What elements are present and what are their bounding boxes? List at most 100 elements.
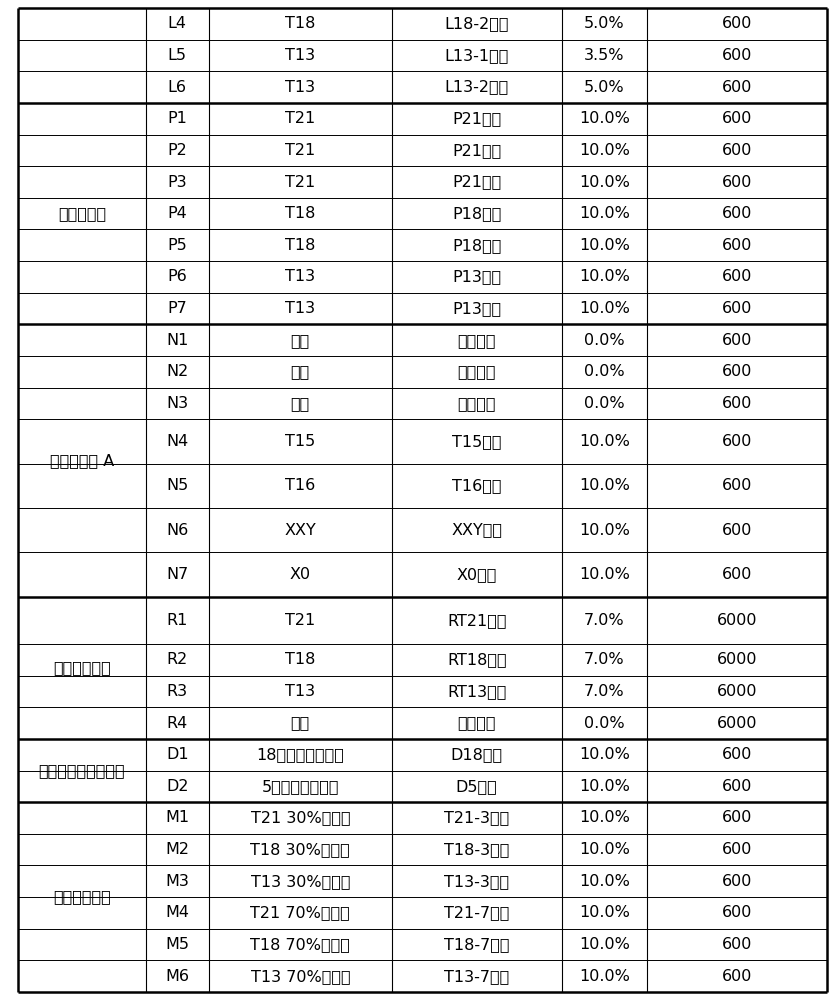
Text: 10.0%: 10.0% [579, 206, 630, 221]
Text: D2: D2 [166, 779, 189, 794]
Text: R3: R3 [167, 684, 188, 699]
Text: 10.0%: 10.0% [579, 810, 630, 825]
Text: 10.0%: 10.0% [579, 143, 630, 158]
Text: M2: M2 [165, 842, 190, 857]
Text: P21溶液: P21溶液 [452, 175, 502, 190]
Text: 600: 600 [722, 80, 753, 95]
Text: 6000: 6000 [717, 613, 758, 628]
Text: L5: L5 [168, 48, 187, 63]
Text: R2: R2 [167, 652, 188, 667]
Text: 正常溶液: 正常溶液 [457, 396, 496, 411]
Text: P6: P6 [168, 269, 187, 284]
Text: 正常溶液: 正常溶液 [457, 716, 496, 731]
Text: 正常溶液: 正常溶液 [457, 333, 496, 348]
Text: T18-7溶液: T18-7溶液 [444, 937, 509, 952]
Text: R1: R1 [167, 613, 188, 628]
Text: 600: 600 [722, 779, 753, 794]
Text: T21 70%嵌合体: T21 70%嵌合体 [251, 905, 350, 920]
Text: T13-7溶液: T13-7溶液 [444, 969, 509, 984]
Text: 正常: 正常 [291, 364, 310, 379]
Text: 10.0%: 10.0% [579, 238, 630, 253]
Text: 600: 600 [722, 364, 753, 379]
Text: 600: 600 [722, 747, 753, 762]
Text: R4: R4 [167, 716, 188, 731]
Text: D5溶液: D5溶液 [456, 779, 498, 794]
Text: T16溶液: T16溶液 [452, 478, 502, 493]
Text: 600: 600 [722, 842, 753, 857]
Text: L6: L6 [168, 80, 187, 95]
Text: T21: T21 [285, 111, 315, 126]
Text: T18: T18 [285, 652, 315, 667]
Text: 6000: 6000 [717, 684, 758, 699]
Text: P1: P1 [168, 111, 187, 126]
Text: L18-2溶液: L18-2溶液 [445, 16, 509, 31]
Text: 6000: 6000 [717, 716, 758, 731]
Text: 10.0%: 10.0% [579, 969, 630, 984]
Text: 600: 600 [722, 143, 753, 158]
Text: N5: N5 [166, 478, 189, 493]
Text: 10.0%: 10.0% [579, 905, 630, 920]
Text: T13 30%嵌合体: T13 30%嵌合体 [251, 874, 350, 889]
Text: T18 70%嵌合体: T18 70%嵌合体 [250, 937, 350, 952]
Text: 600: 600 [722, 523, 753, 538]
Text: 10.0%: 10.0% [579, 567, 630, 582]
Text: 600: 600 [722, 269, 753, 284]
Text: M3: M3 [165, 874, 190, 889]
Text: L13-2溶液: L13-2溶液 [445, 80, 508, 95]
Text: 10.0%: 10.0% [579, 523, 630, 538]
Text: 600: 600 [722, 333, 753, 348]
Text: 600: 600 [722, 434, 753, 449]
Text: 重复性参考品: 重复性参考品 [53, 660, 111, 675]
Text: T21: T21 [285, 613, 315, 628]
Text: 600: 600 [722, 48, 753, 63]
Text: 正常: 正常 [291, 716, 310, 731]
Text: T15: T15 [285, 434, 315, 449]
Text: T13 70%嵌合体: T13 70%嵌合体 [251, 969, 350, 984]
Text: T15溶液: T15溶液 [452, 434, 502, 449]
Text: 5.0%: 5.0% [584, 80, 625, 95]
Text: RT21溶液: RT21溶液 [447, 613, 507, 628]
Text: T16: T16 [285, 478, 315, 493]
Text: P2: P2 [168, 143, 187, 158]
Text: N1: N1 [166, 333, 189, 348]
Text: T18: T18 [285, 16, 315, 31]
Text: T13: T13 [285, 80, 315, 95]
Text: 0.0%: 0.0% [584, 716, 625, 731]
Text: X0: X0 [289, 567, 311, 582]
Text: 600: 600 [722, 206, 753, 221]
Text: 10.0%: 10.0% [579, 937, 630, 952]
Text: M6: M6 [165, 969, 190, 984]
Text: N7: N7 [166, 567, 189, 582]
Text: 600: 600 [722, 567, 753, 582]
Text: M1: M1 [165, 810, 190, 825]
Text: X0溶液: X0溶液 [456, 567, 497, 582]
Text: 10.0%: 10.0% [579, 747, 630, 762]
Text: P7: P7 [168, 301, 187, 316]
Text: N6: N6 [166, 523, 189, 538]
Text: D1: D1 [166, 747, 189, 762]
Text: 10.0%: 10.0% [579, 175, 630, 190]
Text: 0.0%: 0.0% [584, 364, 625, 379]
Text: 正常: 正常 [291, 396, 310, 411]
Text: 5.0%: 5.0% [584, 16, 625, 31]
Text: 10.0%: 10.0% [579, 301, 630, 316]
Text: 0.0%: 0.0% [584, 333, 625, 348]
Text: 10.0%: 10.0% [579, 434, 630, 449]
Text: T18: T18 [285, 238, 315, 253]
Text: N2: N2 [166, 364, 189, 379]
Text: 10.0%: 10.0% [579, 269, 630, 284]
Text: 600: 600 [722, 937, 753, 952]
Text: 阴性参考品 A: 阴性参考品 A [50, 453, 114, 468]
Text: 7.0%: 7.0% [584, 613, 625, 628]
Text: P13溶液: P13溶液 [452, 269, 501, 284]
Text: N3: N3 [166, 396, 189, 411]
Text: T18-3溶液: T18-3溶液 [444, 842, 509, 857]
Text: 7.0%: 7.0% [584, 684, 625, 699]
Text: RT13溶液: RT13溶液 [447, 684, 507, 699]
Text: 嵌合体参考品: 嵌合体参考品 [53, 890, 111, 905]
Text: D18溶液: D18溶液 [451, 747, 503, 762]
Text: T21: T21 [285, 175, 315, 190]
Text: 5号染色体微缺失: 5号染色体微缺失 [262, 779, 339, 794]
Text: 600: 600 [722, 905, 753, 920]
Text: 600: 600 [722, 175, 753, 190]
